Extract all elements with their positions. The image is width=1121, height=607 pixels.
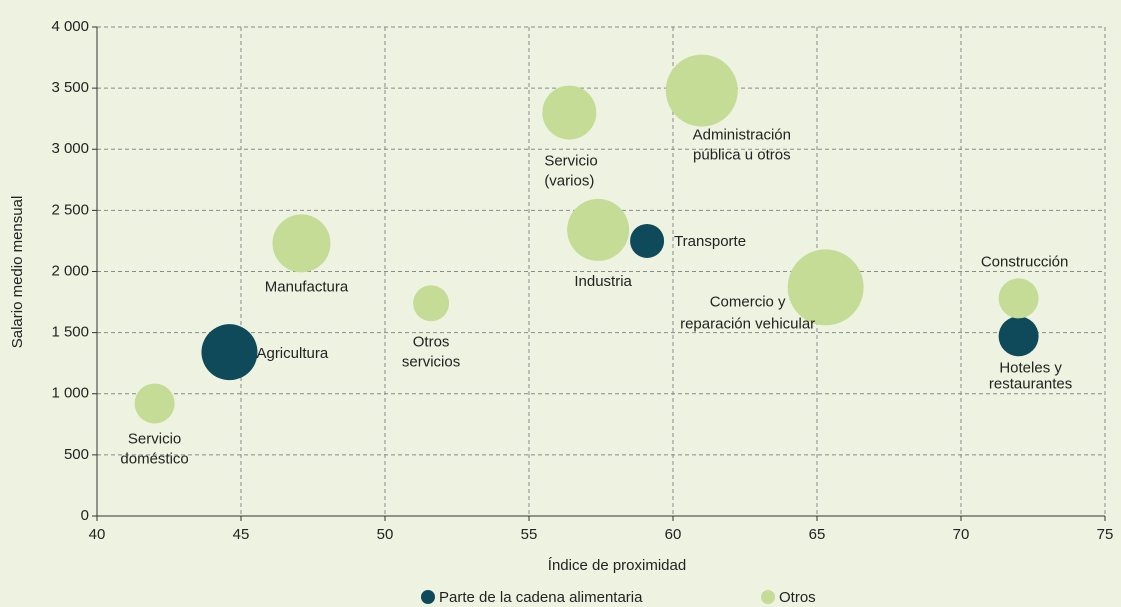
x-tick-label: 75 bbox=[1097, 526, 1114, 543]
y-tick-label: 4 000 bbox=[51, 18, 89, 35]
bubble-label: (varios) bbox=[544, 173, 594, 190]
bubble-label: Transporte bbox=[674, 233, 746, 250]
x-tick-label: 40 bbox=[89, 526, 106, 543]
x-tick-label: 65 bbox=[809, 526, 826, 543]
y-tick-label: 0 bbox=[81, 507, 89, 524]
x-tick-label: 55 bbox=[521, 526, 538, 543]
bubble bbox=[272, 214, 331, 273]
bubble bbox=[201, 324, 258, 381]
bubble-label: Hoteles y bbox=[999, 359, 1062, 376]
bubble-label: Industria bbox=[574, 273, 632, 290]
legend-marker bbox=[421, 590, 435, 604]
bubble-label: Otros bbox=[413, 333, 450, 350]
bubble bbox=[413, 285, 450, 322]
y-axis-label: Salario medio mensual bbox=[9, 196, 26, 349]
bubble-label: Manufactura bbox=[265, 278, 349, 295]
x-tick-label: 50 bbox=[377, 526, 394, 543]
y-tick-label: 1 500 bbox=[51, 324, 89, 341]
bubble-label: servicios bbox=[402, 353, 460, 370]
bubble-label: Servicio bbox=[544, 153, 597, 170]
bubble-label: Comercio y bbox=[710, 293, 786, 310]
bubble bbox=[665, 54, 738, 127]
bubble-label: doméstico bbox=[120, 450, 188, 467]
legend-label: Parte de la cadena alimentaria bbox=[439, 589, 643, 606]
legend-marker bbox=[761, 590, 775, 604]
x-tick-label: 45 bbox=[233, 526, 250, 543]
bubble bbox=[134, 383, 175, 424]
x-axis-label: Índice de proximidad bbox=[548, 557, 686, 574]
y-tick-label: 3 500 bbox=[51, 79, 89, 96]
x-tick-label: 70 bbox=[953, 526, 970, 543]
bubble bbox=[630, 223, 665, 258]
bubble bbox=[787, 249, 864, 326]
bubble-label: Servicio bbox=[128, 430, 181, 447]
bubble-label: reparación vehicular bbox=[680, 315, 815, 332]
bubble bbox=[998, 278, 1039, 319]
y-tick-label: 500 bbox=[64, 446, 89, 463]
y-tick-label: 1 000 bbox=[51, 385, 89, 402]
bubble-label: Agricultura bbox=[256, 345, 328, 362]
y-tick-label: 3 000 bbox=[51, 140, 89, 157]
legend-label: Otros bbox=[779, 589, 816, 606]
y-tick-label: 2 500 bbox=[51, 201, 89, 218]
bubble-label: restaurantes bbox=[989, 375, 1072, 392]
x-tick-label: 60 bbox=[665, 526, 682, 543]
bubble bbox=[567, 198, 630, 261]
bubble bbox=[998, 316, 1039, 357]
bubble-label: Construcción bbox=[981, 253, 1069, 270]
bubble bbox=[542, 85, 597, 140]
bubble-label: pública u otros bbox=[693, 147, 791, 164]
bubble-label: Administración bbox=[693, 127, 791, 144]
y-tick-label: 2 000 bbox=[51, 262, 89, 279]
